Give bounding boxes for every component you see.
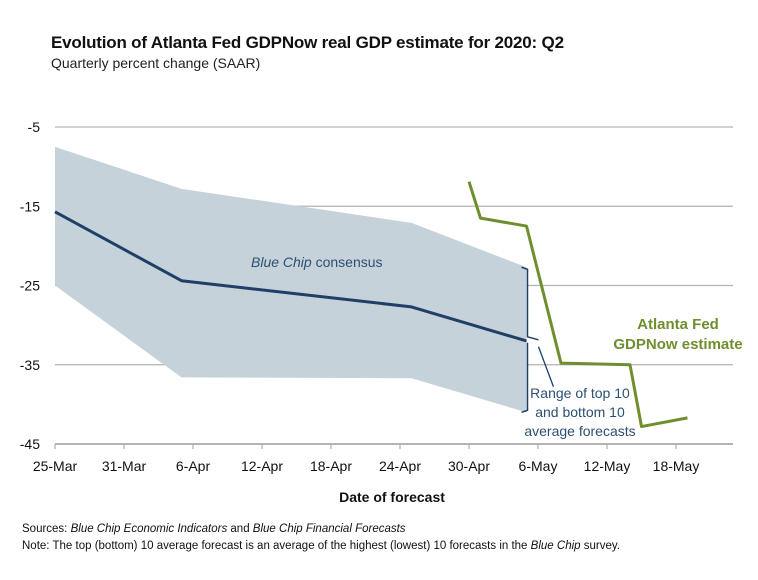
chart-title: Evolution of Atlanta Fed GDPNow real GDP… (51, 33, 564, 52)
source-2: Blue Chip Financial Forecasts (252, 523, 406, 535)
range-bracket (521, 266, 539, 414)
range-label-line: and bottom 10 (535, 404, 625, 420)
note-italic: Blue Chip (530, 540, 581, 552)
range-pointer (537, 346, 555, 388)
sources-footnote: Sources: Blue Chip Economic Indicators a… (22, 523, 406, 535)
x-axis-title: Date of forecast (339, 489, 445, 505)
consensus-label-rest: consensus (316, 254, 383, 270)
x-tick-label: 18-Apr (310, 458, 352, 474)
sources-label: Sources: (22, 523, 68, 535)
annotations: Blue Chip consensus Range of top 10 and bo… (251, 254, 743, 439)
series-lines (54, 181, 688, 429)
range-label-line: average forecasts (524, 423, 635, 439)
note-footnote: Note: The top (bottom) 10 average foreca… (22, 540, 620, 552)
y-axis-labels: -5 -15 -25 -35 -45 (20, 119, 40, 452)
x-axis: 25-Mar 31-Mar 6-Apr 12-Apr 18-Apr 24-Apr 30-Ap… (33, 444, 700, 474)
gdpnow-line (467, 181, 688, 429)
note-text: The top (bottom) 10 average forecast is … (52, 540, 528, 552)
y-tick-label: -45 (20, 436, 40, 452)
y-tick-label: -5 (28, 119, 41, 135)
x-tick-label: 24-Apr (379, 458, 421, 474)
note-label: Note: (22, 540, 50, 552)
chart-subtitle: Quarterly percent change (SAAR) (51, 55, 261, 71)
sources-and: and (230, 523, 250, 535)
gdpnow-label-line: Atlanta Fed (637, 316, 719, 333)
x-tick-label: 30-Apr (448, 458, 490, 474)
note-end: survey. (583, 540, 620, 552)
consensus-label-italic: Blue Chip (251, 254, 316, 270)
y-tick-label: -25 (20, 278, 40, 294)
range-band-area (55, 146, 527, 413)
gdpnow-label-line: GDPNow estimate (613, 336, 742, 353)
range-label-line: Range of top 10 (530, 385, 630, 401)
x-tick-label: 31-Mar (102, 458, 147, 474)
x-tick-label: 18-May (653, 458, 700, 474)
x-tick-label: 12-Apr (241, 458, 283, 474)
x-tick-label: 12-May (584, 458, 631, 474)
consensus-line (54, 210, 527, 343)
y-tick-label: -15 (20, 198, 40, 214)
x-tick-label: 6-Apr (176, 458, 211, 474)
y-tick-label: -35 (20, 357, 40, 373)
consensus-label: Blue Chip consensus (251, 254, 383, 270)
source-1: Blue Chip Economic Indicators (70, 523, 228, 535)
x-tick-label: 6-May (519, 458, 558, 474)
x-tick-label: 25-Mar (33, 458, 78, 474)
range-band (55, 146, 527, 413)
